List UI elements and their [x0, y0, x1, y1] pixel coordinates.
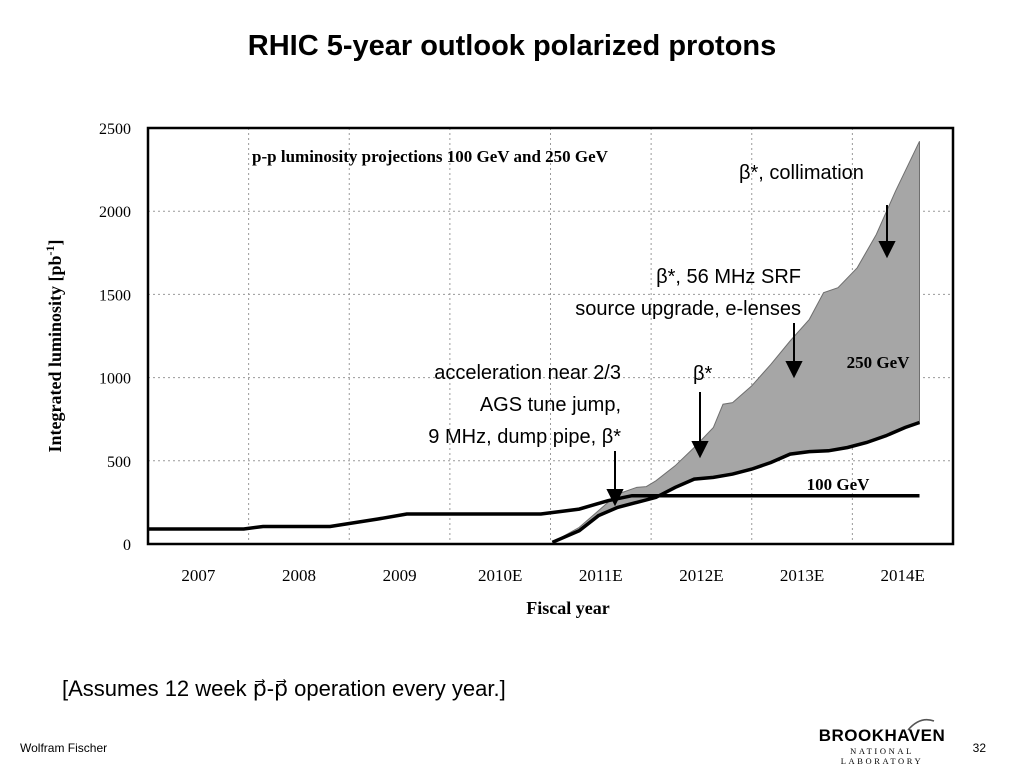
arrowhead-srf — [785, 361, 803, 379]
chart-title: p-p luminosity projections 100 GeV and 2… — [252, 147, 609, 166]
y-tick-label: 2000 — [99, 204, 131, 221]
annotation-srf-line2: source upgrade, e-lenses — [575, 298, 801, 320]
page-number: 32 — [972, 741, 986, 755]
arrowhead-acceleration — [606, 489, 624, 507]
brookhaven-logo: BROOKHAVEN NATIONAL LABORATORY — [812, 716, 952, 766]
logo-subtitle: NATIONAL LABORATORY — [840, 746, 924, 766]
annotation-acceleration-line1: acceleration near 2/3 — [434, 362, 621, 384]
author-name: Wolfram Fischer — [20, 741, 108, 755]
y-tick-label: 500 — [107, 454, 131, 471]
plot-frame — [146, 126, 955, 546]
arrowhead-beta — [691, 441, 709, 459]
x-tick-label: 2009 — [383, 566, 417, 585]
x-tick-label: 2010E — [478, 566, 522, 585]
y-tick-label: 1500 — [99, 287, 131, 304]
annotation-collimation: β*, collimation — [739, 162, 864, 184]
line-label-100gev: 100 GeV — [807, 475, 871, 494]
annotation-srf-line1: β*, 56 MHz SRF — [656, 266, 801, 288]
axes: 0 500 1000 1500 2000 2500 2007 2008 2009 2010E 201… — [99, 121, 925, 585]
y-tick-label: 0 — [123, 537, 131, 554]
footnote: [Assumes 12 week p⃗-p⃗ operation every y… — [62, 676, 506, 701]
slide-title: RHIC 5-year outlook polarized protons — [247, 30, 777, 62]
data-layer — [148, 141, 921, 544]
y-tick-label: 1000 — [99, 371, 131, 388]
x-tick-label: 2014E — [880, 566, 924, 585]
x-axis-label: Fiscal year — [526, 598, 609, 618]
annotation-acceleration-line3: 9 MHz, dump pipe, β* — [428, 426, 621, 448]
annotation-beta: β* — [693, 363, 713, 385]
line-100gev — [148, 493, 920, 531]
luminosity-chart: 0 500 1000 1500 2000 2500 2007 2008 2009 2010E 201… — [43, 121, 955, 618]
x-tick-label: 2011E — [579, 566, 623, 585]
logo-wordmark: BROOKHAVEN — [818, 726, 946, 745]
y-axis-label: Integrated luminosity [pb-1] — [43, 239, 65, 452]
annotation-acceleration-line2: AGS tune jump, — [480, 394, 621, 416]
x-tick-label: 2012E — [679, 566, 723, 585]
x-tick-label: 2007 — [181, 566, 216, 585]
x-tick-label: 2008 — [282, 566, 316, 585]
logo-swoosh-icon — [907, 718, 935, 731]
line-250gev-lower — [551, 420, 921, 544]
arrowhead-collimation — [878, 241, 896, 259]
band-label-250gev: 250 GeV — [847, 353, 911, 372]
y-tick-label: 2500 — [99, 121, 131, 138]
x-tick-label: 2013E — [780, 566, 824, 585]
